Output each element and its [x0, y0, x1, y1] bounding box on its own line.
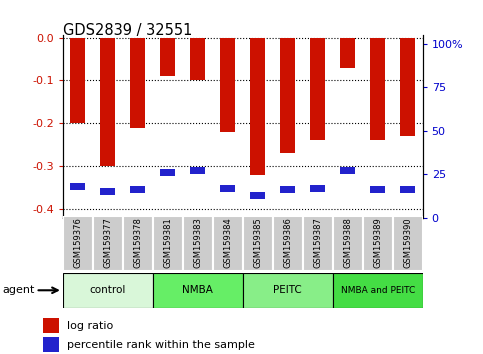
Bar [273, 216, 303, 271]
Bar [333, 216, 363, 271]
Bar [400, 38, 415, 136]
Bar [153, 216, 183, 271]
Text: PEITC: PEITC [273, 285, 302, 295]
Bar [250, 38, 265, 175]
Text: GSM159386: GSM159386 [283, 218, 292, 268]
Bar [242, 273, 333, 308]
Text: GSM159381: GSM159381 [163, 218, 172, 268]
Text: NMBA: NMBA [182, 285, 213, 295]
Text: GSM159383: GSM159383 [193, 218, 202, 268]
Bar [370, 38, 385, 141]
Text: GSM159388: GSM159388 [343, 218, 352, 268]
Bar [250, 192, 265, 199]
Bar [93, 216, 123, 271]
Bar [310, 38, 325, 141]
Bar [71, 183, 85, 190]
Bar [100, 38, 115, 166]
Bar [190, 167, 205, 174]
Bar [100, 188, 115, 195]
Text: agent: agent [2, 285, 35, 295]
Text: log ratio: log ratio [68, 321, 114, 331]
Bar [333, 273, 423, 308]
Text: GDS2839 / 32551: GDS2839 / 32551 [63, 23, 192, 38]
Bar [190, 38, 205, 80]
Bar [160, 169, 175, 176]
Text: GSM159384: GSM159384 [223, 218, 232, 268]
Bar [242, 216, 273, 271]
Text: GSM159387: GSM159387 [313, 218, 322, 268]
Bar [303, 216, 333, 271]
Text: GSM159389: GSM159389 [373, 218, 382, 268]
Bar [340, 38, 355, 68]
Text: NMBA and PEITC: NMBA and PEITC [341, 286, 415, 295]
Bar [63, 273, 153, 308]
Bar [43, 318, 59, 333]
Bar [123, 216, 153, 271]
Bar [183, 216, 213, 271]
Bar [363, 216, 393, 271]
Text: GSM159378: GSM159378 [133, 218, 142, 268]
Bar [280, 38, 295, 153]
Text: GSM159390: GSM159390 [403, 218, 412, 268]
Bar [43, 337, 59, 352]
Bar [310, 185, 325, 192]
Text: GSM159385: GSM159385 [253, 218, 262, 268]
Text: percentile rank within the sample: percentile rank within the sample [68, 341, 255, 350]
Text: GSM159376: GSM159376 [73, 218, 82, 268]
Bar [220, 38, 235, 132]
Bar [393, 216, 423, 271]
Bar [220, 185, 235, 192]
Bar [153, 273, 242, 308]
Bar [130, 38, 145, 128]
Bar [71, 38, 85, 123]
Bar [160, 38, 175, 76]
Bar [130, 187, 145, 193]
Bar [340, 167, 355, 174]
Text: GSM159377: GSM159377 [103, 218, 112, 268]
Bar [63, 216, 93, 271]
Bar [400, 187, 415, 193]
Bar [213, 216, 242, 271]
Bar [280, 187, 295, 193]
Bar [370, 187, 385, 193]
Text: control: control [89, 285, 126, 295]
